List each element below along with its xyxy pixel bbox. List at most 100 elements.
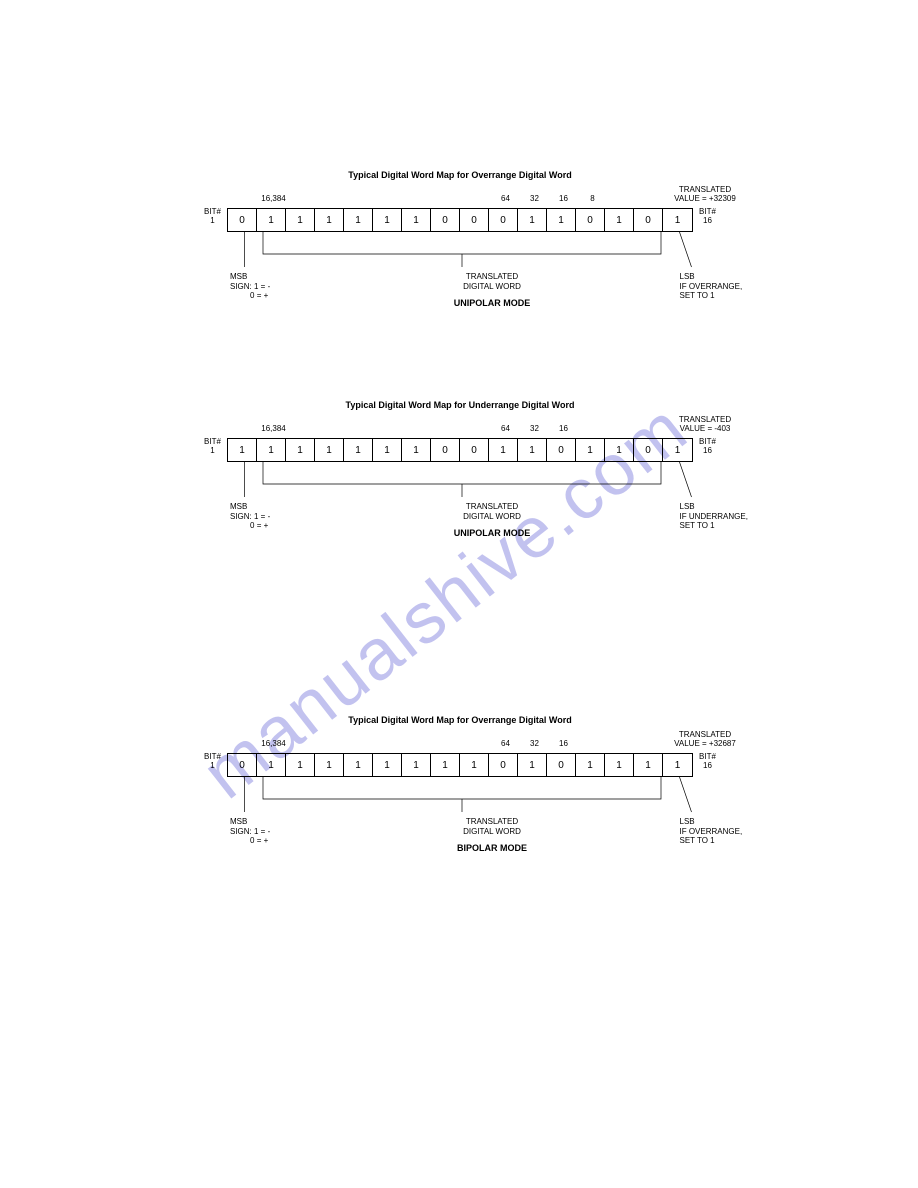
bit-position-value: 16,384 <box>261 194 285 203</box>
bit-position-value: 8 <box>590 194 594 203</box>
bit-cell: 0 <box>489 754 518 776</box>
bit-cell: 1 <box>402 754 431 776</box>
top-bit-values: 16,384 64 32 16 <box>230 739 694 751</box>
bit-cell: 1 <box>373 209 402 231</box>
mode-label: UNIPOLAR MODE <box>454 528 531 538</box>
bit-cell: 1 <box>518 209 547 231</box>
bit-cell: 0 <box>634 439 663 461</box>
bit-cell: 1 <box>344 754 373 776</box>
bit-cell: 1 <box>489 439 518 461</box>
msb-label: MSBSIGN: 1 = - 0 = + <box>230 817 270 846</box>
msb-label: MSBSIGN: 1 = - 0 = + <box>230 502 270 531</box>
bit-position-value: 32 <box>530 424 539 433</box>
lsb-label: LSBIF OVERRANGE,SET TO 1 <box>680 817 743 846</box>
bit-cells: 0111111110101111 <box>227 753 693 777</box>
bit-number-right: BIT#16 <box>695 753 720 771</box>
bit-position-value: 32 <box>530 194 539 203</box>
bit-cell: 1 <box>286 754 315 776</box>
bit-cell: 1 <box>605 754 634 776</box>
bit-number-right: BIT#16 <box>695 438 720 456</box>
lsb-label: LSBIF OVERRANGE,SET TO 1 <box>680 272 743 301</box>
bit-cell: 0 <box>431 209 460 231</box>
bit-cell: 1 <box>228 439 257 461</box>
bit-position-value: 16 <box>559 739 568 748</box>
bit-number-left: BIT#1 <box>200 438 225 456</box>
word-map-diagram: Typical Digital Word Map for Overrange D… <box>200 170 720 344</box>
bit-cell: 1 <box>576 439 605 461</box>
translated-word-label: TRANSLATEDDIGITAL WORD <box>463 272 521 291</box>
bit-position-value: 64 <box>501 194 510 203</box>
bit-position-value: 16 <box>559 424 568 433</box>
diagram-footer-labels: MSBSIGN: 1 = - 0 = +TRANSLATEDDIGITAL WO… <box>230 514 754 574</box>
bit-cells: 1111111001101101 <box>227 438 693 462</box>
bit-cell: 1 <box>605 209 634 231</box>
msb-label: MSBSIGN: 1 = - 0 = + <box>230 272 270 301</box>
bit-cell: 1 <box>286 439 315 461</box>
bit-cell: 1 <box>344 209 373 231</box>
lsb-label: LSBIF UNDERRANGE,SET TO 1 <box>680 502 748 531</box>
bit-cell: 1 <box>315 439 344 461</box>
bit-cells-row: BIT#11111111001101101BIT#16 <box>200 438 720 462</box>
bit-cell: 1 <box>315 754 344 776</box>
word-map-diagram: Typical Digital Word Map for Overrange D… <box>200 715 720 889</box>
bit-cell: 1 <box>257 754 286 776</box>
bit-position-value: 16,384 <box>261 424 285 433</box>
mode-label: UNIPOLAR MODE <box>454 298 531 308</box>
mode-label: BIPOLAR MODE <box>457 843 527 853</box>
bit-cell: 0 <box>228 754 257 776</box>
translated-word-label: TRANSLATEDDIGITAL WORD <box>463 817 521 836</box>
bit-cell: 0 <box>489 209 518 231</box>
bit-cell: 1 <box>431 754 460 776</box>
bit-cell: 1 <box>576 754 605 776</box>
bit-position-value: 32 <box>530 739 539 748</box>
bit-cell: 1 <box>460 754 489 776</box>
translated-word-label: TRANSLATEDDIGITAL WORD <box>463 502 521 521</box>
diagram-title: Typical Digital Word Map for Overrange D… <box>200 170 720 180</box>
bit-cell: 1 <box>518 754 547 776</box>
bit-cell: 0 <box>431 439 460 461</box>
bit-number-right: BIT#16 <box>695 208 720 226</box>
bit-cell: 0 <box>460 439 489 461</box>
bit-cell: 0 <box>576 209 605 231</box>
bit-cells-row: BIT#10111111110101111BIT#16 <box>200 753 720 777</box>
bit-cell: 1 <box>605 439 634 461</box>
bit-cell: 1 <box>286 209 315 231</box>
bit-cell: 0 <box>547 754 576 776</box>
bit-cell: 0 <box>634 209 663 231</box>
bit-position-value: 64 <box>501 424 510 433</box>
bit-position-value: 16,384 <box>261 739 285 748</box>
word-map-diagram: Typical Digital Word Map for Underrange … <box>200 400 720 574</box>
top-bit-values: 16,384 64 32 16 <box>230 424 694 436</box>
bit-cell: 0 <box>547 439 576 461</box>
bit-cell: 1 <box>373 754 402 776</box>
bit-cell: 1 <box>315 209 344 231</box>
diagram-title: Typical Digital Word Map for Underrange … <box>200 400 720 410</box>
bit-position-value: 64 <box>501 739 510 748</box>
diagram-footer-labels: MSBSIGN: 1 = - 0 = +TRANSLATEDDIGITAL WO… <box>230 829 754 889</box>
bit-number-left: BIT#1 <box>200 753 225 771</box>
bit-number-left: BIT#1 <box>200 208 225 226</box>
diagram-title: Typical Digital Word Map for Overrange D… <box>200 715 720 725</box>
diagram-footer-labels: MSBSIGN: 1 = - 0 = +TRANSLATEDDIGITAL WO… <box>230 284 754 344</box>
bit-cell: 1 <box>257 439 286 461</box>
translated-label: TRANSLATED <box>679 185 731 194</box>
bit-cell: 0 <box>228 209 257 231</box>
bit-cells-row: BIT#10111111000110101BIT#16 <box>200 208 720 232</box>
bit-cell: 1 <box>663 209 692 231</box>
bit-cell: 1 <box>663 439 692 461</box>
translated-label: TRANSLATED <box>679 730 731 739</box>
bit-cell: 1 <box>373 439 402 461</box>
bit-cell: 0 <box>460 209 489 231</box>
bit-cell: 1 <box>663 754 692 776</box>
bit-cell: 1 <box>402 439 431 461</box>
bit-cell: 1 <box>402 209 431 231</box>
bit-cell: 1 <box>344 439 373 461</box>
bit-cell: 1 <box>518 439 547 461</box>
bit-cell: 1 <box>634 754 663 776</box>
bit-cells: 0111111000110101 <box>227 208 693 232</box>
bit-cell: 1 <box>257 209 286 231</box>
bit-position-value: 16 <box>559 194 568 203</box>
top-bit-values: 16,384 64 32 16 8 <box>230 194 694 206</box>
translated-label: TRANSLATED <box>679 415 731 424</box>
bit-cell: 1 <box>547 209 576 231</box>
